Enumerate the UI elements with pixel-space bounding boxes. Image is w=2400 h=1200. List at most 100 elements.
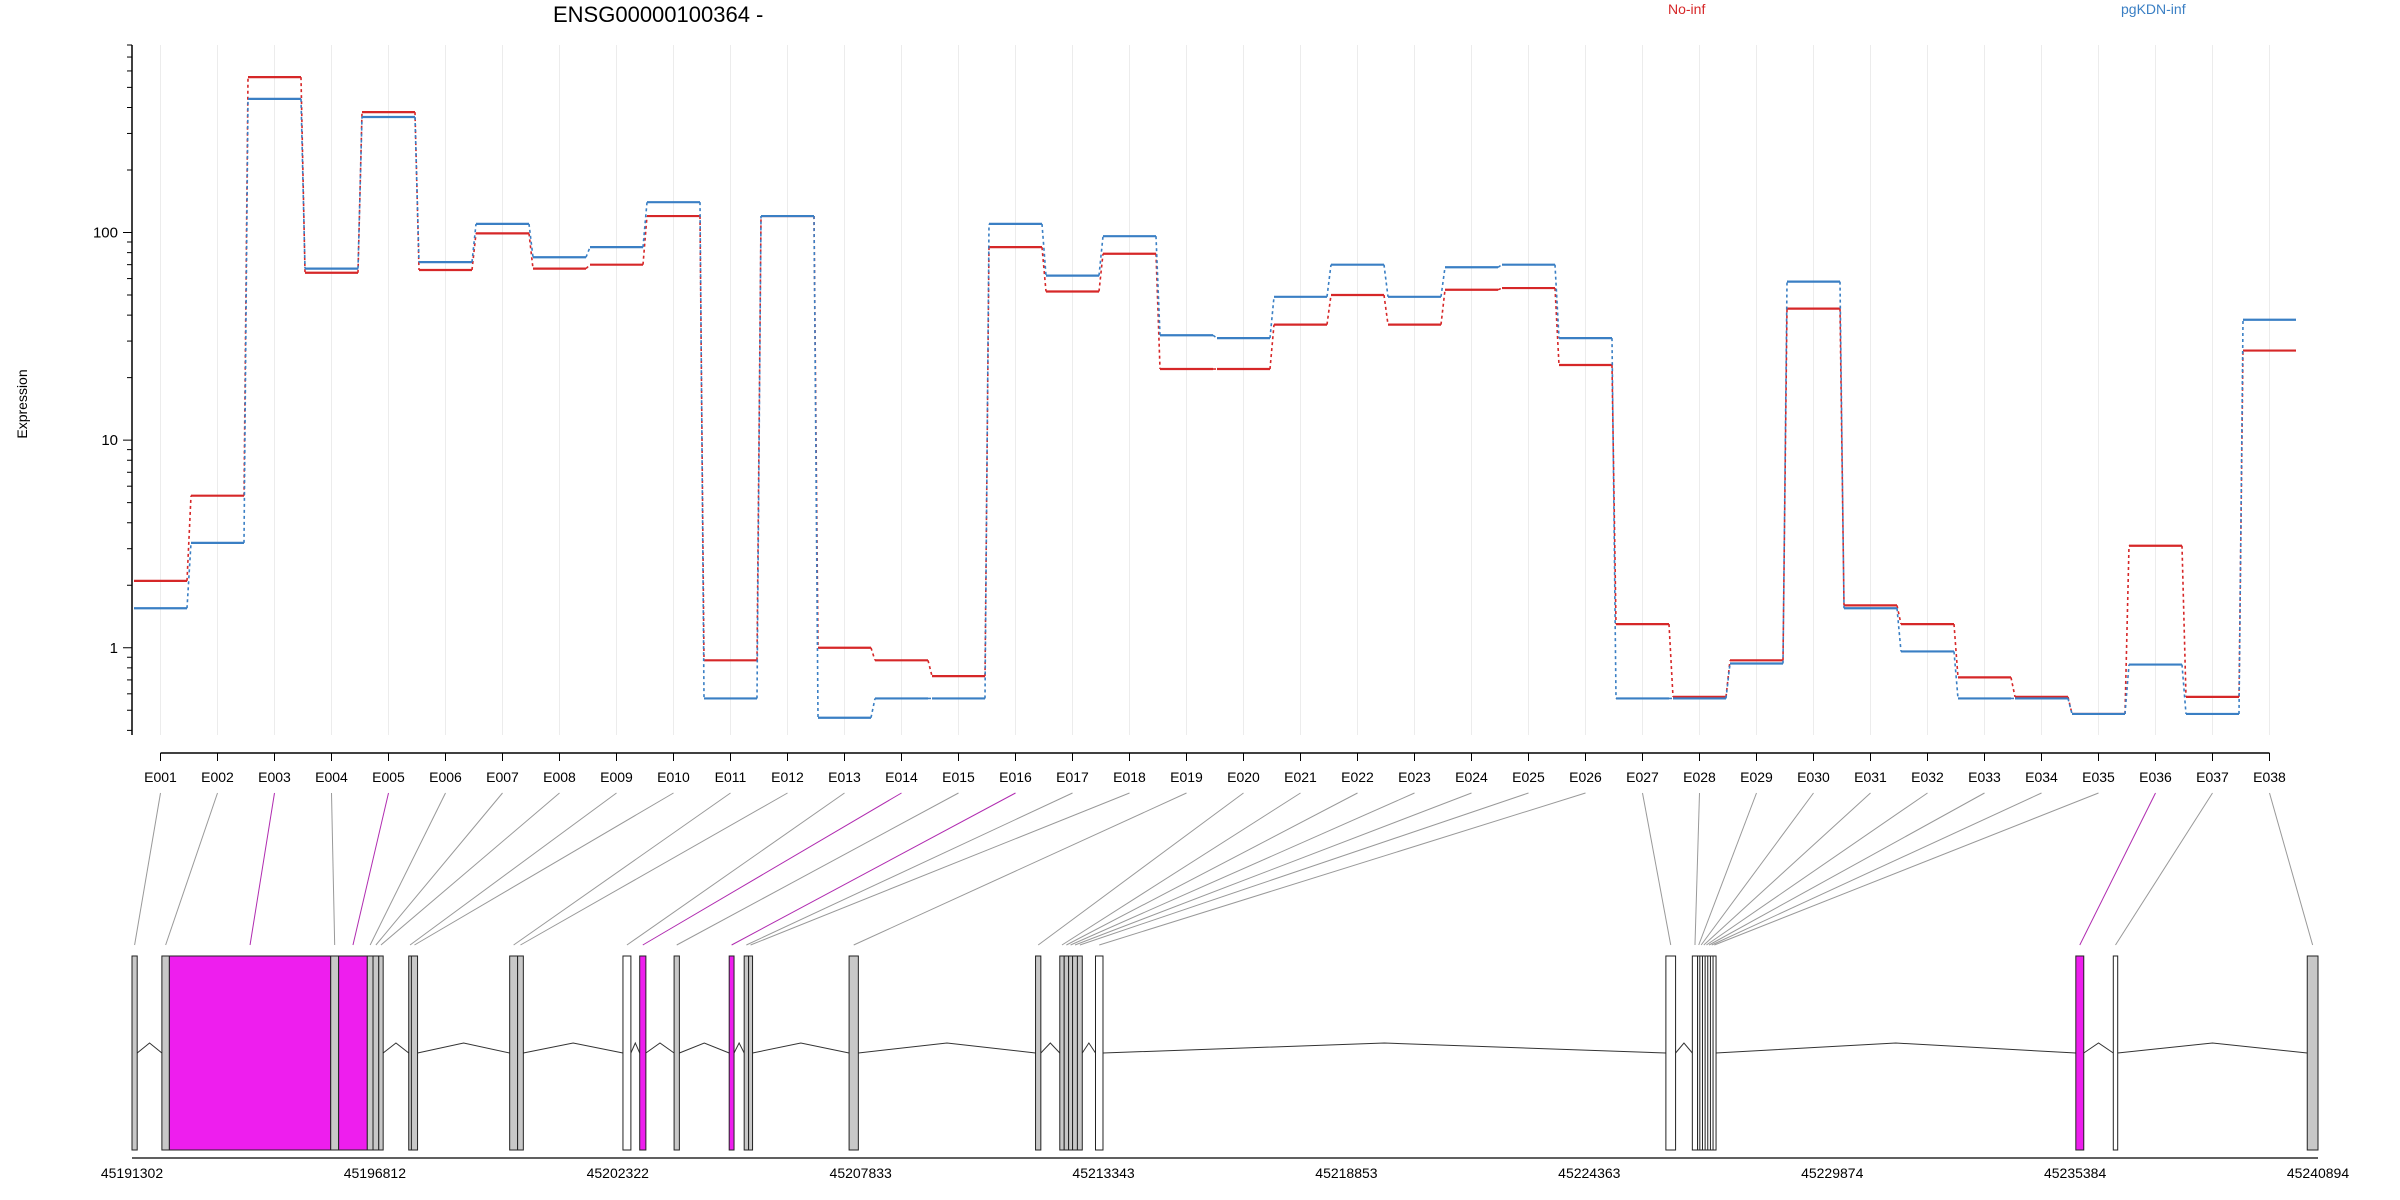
exon-connector [1070, 792, 1415, 946]
step-connector [1269, 296, 1275, 339]
intron-line [858, 1042, 1036, 1054]
step-connector [1554, 264, 1560, 339]
exon-box [728, 955, 735, 1151]
exon-connector [375, 792, 503, 946]
x-tick-label: E037 [2196, 769, 2229, 785]
step-connector [1782, 281, 1788, 664]
x-axis: E001 E002 E003 E004 E005 E006 E007 E008 E009 E010… [144, 752, 2286, 785]
introns [136, 1041, 2308, 1054]
coordinate-tick-label: 45218853 [1315, 1165, 1378, 1181]
exon-box [1094, 955, 1104, 1151]
step-connector [1896, 608, 1902, 652]
exon-connector [513, 792, 731, 946]
x-tick-label: E028 [1683, 769, 1716, 785]
x-tick-label: E027 [1626, 769, 1659, 785]
step-connector [1611, 365, 1617, 625]
x-tick-label: E038 [2253, 769, 2286, 785]
exon-connector [1099, 792, 1586, 946]
exon-connector [626, 792, 845, 946]
exon-box [1059, 955, 1065, 1151]
x-tick-label: E016 [999, 769, 1032, 785]
step-connector [1953, 651, 1959, 699]
exon-connector [642, 792, 902, 946]
exon-box [2112, 955, 2119, 1151]
exon-connector [380, 792, 560, 946]
exon-box [2075, 955, 2085, 1151]
x-tick-label: E010 [657, 769, 690, 785]
exon-connector [2079, 792, 2156, 946]
step-connector [1326, 264, 1332, 297]
exon-connector [1694, 792, 1700, 946]
exon-box [1712, 955, 1717, 1151]
exon-connector [676, 792, 959, 946]
exon-connector [165, 792, 218, 946]
exon-box [1072, 955, 1078, 1151]
legend-pgkdn-inf: pgKDN-inf [2121, 1, 2186, 17]
x-tick-label: E025 [1512, 769, 1545, 785]
exon-box [366, 955, 374, 1151]
x-tick-label: E026 [1569, 769, 1602, 785]
intron-line [417, 1042, 510, 1054]
x-tick-label: E002 [201, 769, 234, 785]
intron-line [752, 1042, 850, 1054]
exon-connector [409, 792, 617, 946]
intron-line [136, 1042, 163, 1054]
x-tick-label: E034 [2025, 769, 2058, 785]
x-tick-label: E019 [1170, 769, 1203, 785]
exon-box [1063, 955, 1070, 1151]
step-connector [300, 77, 306, 273]
step-connector [1725, 663, 1731, 699]
x-tick-label: E006 [429, 769, 462, 785]
coordinate-tick-label: 45207833 [830, 1165, 893, 1181]
step-connector [2124, 545, 2130, 714]
step-connector [471, 223, 477, 263]
x-tick-label: E005 [372, 769, 405, 785]
step-connector [1383, 264, 1389, 297]
exon-box [338, 955, 368, 1151]
step-connector [1782, 308, 1788, 661]
step-connector [243, 77, 249, 496]
exon-box [161, 955, 170, 1151]
intron-line [645, 1042, 675, 1054]
step-connector [1155, 236, 1161, 336]
coordinate-axis: 45191302 45196812 45202322 45207833 45213343… [101, 1157, 2349, 1181]
x-tick-label: E011 [715, 769, 747, 785]
x-tick-label: E022 [1341, 769, 1374, 785]
coordinate-tick-label: 45191302 [101, 1165, 164, 1181]
exon-box [622, 955, 632, 1151]
x-tick-label: E017 [1056, 769, 1089, 785]
step-connector [1098, 236, 1104, 276]
exon-box [743, 955, 750, 1151]
exon-connector [1700, 792, 1814, 946]
x-tick-label: E009 [600, 769, 633, 785]
intron-line [1675, 1042, 1693, 1054]
step-connector [642, 202, 648, 248]
exon-box [1665, 955, 1677, 1151]
step-connector [642, 215, 648, 265]
exon-connector [1074, 792, 1472, 946]
exon-connector [750, 792, 1130, 946]
coordinate-tick-label: 45224363 [1558, 1165, 1621, 1181]
step-connector [870, 698, 876, 718]
exon-connector [369, 792, 446, 946]
intron-line [679, 1042, 730, 1054]
exon-connector [2269, 792, 2314, 946]
x-tick-label: E031 [1854, 769, 1887, 785]
intron-line [523, 1042, 624, 1054]
x-tick-label: E024 [1455, 769, 1488, 785]
step-connector [300, 98, 306, 269]
exon-box [639, 955, 647, 1151]
x-tick-label: E007 [486, 769, 519, 785]
step-connector [813, 216, 819, 718]
step-connector [1041, 247, 1047, 292]
exon-connector [134, 792, 161, 946]
step-connector [1041, 223, 1047, 276]
exon-connector [853, 792, 1187, 946]
intron-line [630, 1041, 641, 1054]
exon-connector [352, 792, 389, 946]
exon-box [330, 955, 340, 1151]
step-connector [2067, 698, 2073, 715]
step-connector [870, 647, 876, 661]
x-tick-label: E012 [771, 769, 804, 785]
step-connector [1554, 288, 1560, 366]
